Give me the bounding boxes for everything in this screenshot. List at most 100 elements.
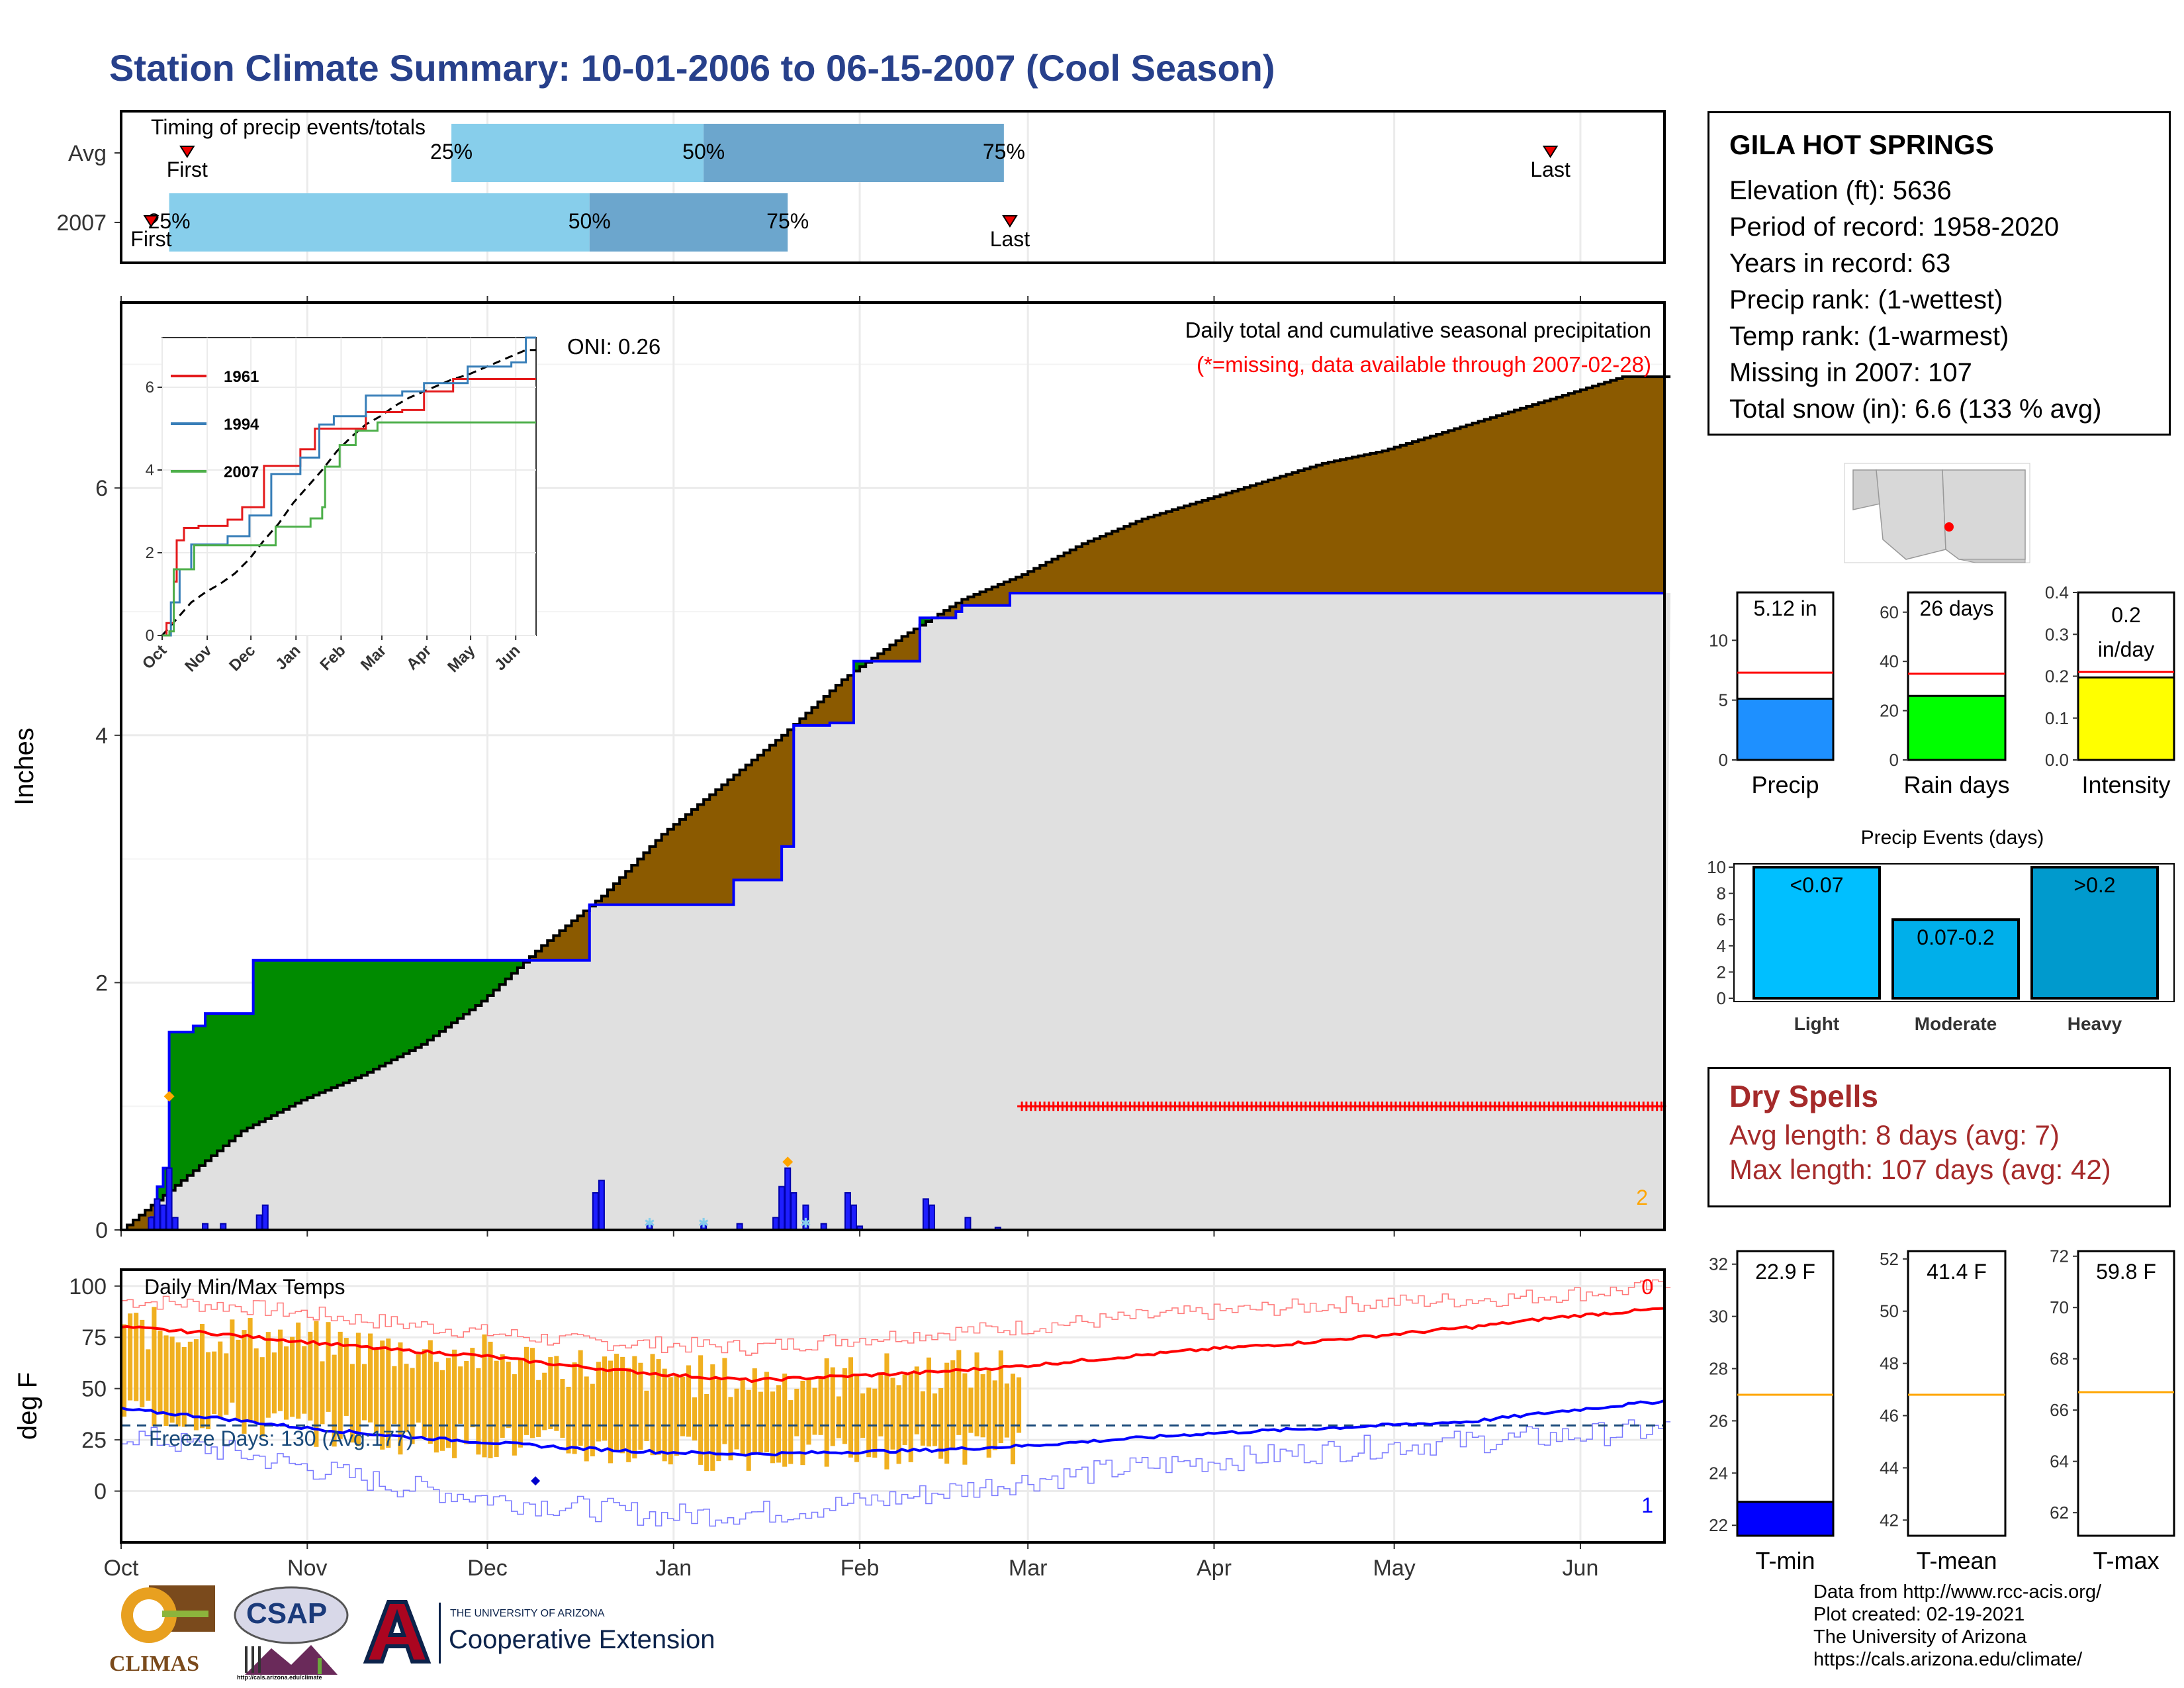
temp-daily-bar [206, 1352, 211, 1430]
precip-missing-note: (*=missing, data available through 2007-… [1197, 352, 1651, 377]
inset-y-tick-label: 6 [146, 379, 154, 397]
temp-daily-bar [920, 1391, 925, 1446]
temp-daily-bar [902, 1374, 907, 1445]
temp-daily-bar [764, 1372, 769, 1452]
temp-daily-bar [1017, 1377, 1022, 1433]
temp-bar-value-label: 59.8 F [2096, 1260, 2156, 1284]
temp-daily-bar [716, 1379, 721, 1462]
temp-daily-bar [140, 1319, 145, 1407]
timing-marker-icon [179, 146, 195, 158]
temp-daily-bar [854, 1374, 860, 1462]
temp-daily-bar [355, 1333, 361, 1446]
timing-bar-50-75 [704, 124, 1004, 182]
mini-bar-y-tick-label: 0.0 [2045, 750, 2069, 770]
temp-daily-bar [482, 1334, 487, 1458]
temp-daily-bar [638, 1362, 643, 1450]
temp-daily-bar [908, 1372, 913, 1462]
temp-daily-bar [302, 1346, 307, 1414]
temp-bar-y-tick-label: 28 [1709, 1359, 1728, 1379]
timing-pct-label: 50% [569, 209, 611, 233]
inset-y-tick-label: 0 [146, 627, 154, 645]
temp-y-tick-label: 50 [81, 1377, 107, 1402]
temp-bar-y-tick-label: 50 [1880, 1301, 1899, 1321]
temp-daily-bar [410, 1368, 415, 1444]
station-location-marker [1944, 522, 1954, 532]
temp-daily-bar [560, 1379, 565, 1438]
events-y-tick-label: 2 [1717, 962, 1726, 982]
precip-daily-bar [165, 1167, 173, 1231]
mini-bar-y-tick-label: 0 [1889, 750, 1899, 770]
temp-daily-bar [794, 1388, 799, 1436]
temp-daily-bar [680, 1376, 685, 1436]
temp-daily-bar [860, 1393, 866, 1438]
temp-bar-value-label: 41.4 F [1927, 1260, 1987, 1284]
temp-bar-y-tick-label: 66 [2050, 1400, 2069, 1420]
temp-daily-bar [181, 1346, 187, 1427]
locator-map [1844, 463, 2030, 563]
temp-daily-bar [554, 1356, 559, 1431]
temp-daily-bar [956, 1350, 962, 1435]
events-bar-label: >0.2 [2073, 873, 2115, 897]
inset-series-line [162, 336, 536, 637]
temp-daily-bar [488, 1341, 493, 1458]
precip-daily-bar [778, 1186, 786, 1231]
temp-bar-y-tick-label: 32 [1709, 1254, 1728, 1274]
temp-daily-bar [404, 1364, 409, 1432]
temp-daily-bar [692, 1397, 698, 1441]
temp-daily-bar [1010, 1374, 1016, 1465]
inset-series-line [162, 378, 536, 637]
credit-line-3: The University of Arizona [1813, 1626, 2027, 1648]
precip-panel-border [120, 301, 1666, 1231]
precip-daily-bar [772, 1217, 780, 1231]
mini-bar-y-tick-label: 0.1 [2045, 708, 2069, 728]
inset-legend-label: 2007 [224, 463, 259, 481]
climas-logo-text: CLIMAS [109, 1652, 200, 1676]
mini-bar-y-tick-label: 0 [1719, 750, 1728, 770]
temp-average-min-line [120, 1399, 1665, 1457]
csap-logo-graphic [234, 1586, 349, 1675]
inset-legend-label: 1961 [224, 368, 259, 386]
temp-x-tick-label: Feb [841, 1556, 880, 1581]
temp-daily-bar [175, 1342, 181, 1427]
temp-min-diamond-icon [531, 1476, 541, 1486]
temp-daily-bar [656, 1359, 661, 1455]
temp-daily-bar [686, 1365, 692, 1437]
events-bar-label: <0.07 [1790, 873, 1844, 897]
temp-daily-bar [218, 1341, 223, 1418]
dry-spells-title: Dry Spells [1729, 1079, 1878, 1113]
precip-caption: Daily total and cumulative seasonal prec… [1185, 318, 1651, 342]
snow-diamond-icon [782, 1156, 794, 1168]
temp-daily-bar [542, 1372, 547, 1430]
events-x-label: Light [1794, 1013, 1839, 1034]
temp-daily-bar [392, 1366, 397, 1425]
temp-daily-bar [608, 1360, 614, 1464]
temp-daily-bar [128, 1313, 133, 1401]
csap-logo-url: http://cals.arizona.edu/climate [237, 1674, 322, 1681]
timing-panel-label: Timing of precip events/totals [151, 115, 426, 139]
mini-bar-value-label: 26 days [1919, 596, 1993, 620]
timing-bar-50-75 [589, 193, 788, 252]
precip-y-axis-label: Inches [10, 727, 39, 806]
temp-daily-bar [224, 1353, 229, 1415]
temp-daily-bar [884, 1353, 889, 1470]
temp-daily-bar [980, 1374, 985, 1438]
temp-x-tick-label: Oct [104, 1556, 139, 1581]
ua-logo-big: Cooperative Extension [449, 1625, 715, 1654]
temp-daily-bar [332, 1354, 337, 1447]
temp-daily-bar [758, 1391, 763, 1453]
csap-logo-text: CSAP [246, 1597, 328, 1630]
temp-bar-x-label: T-mean [1916, 1547, 1997, 1574]
precip-daily-bar [148, 1217, 155, 1231]
precip-average-cumulative-line [121, 375, 1671, 1231]
timing-marker-label: First [130, 227, 171, 251]
station-info-line: Years in record: 63 [1729, 249, 1951, 278]
temp-daily-bar [944, 1362, 950, 1464]
station-info-box: GILA HOT SPRINGS Elevation (ft): 5636 Per… [1707, 111, 2171, 436]
mini-bar-value-label: 5.12 in [1753, 596, 1817, 620]
precip-surplus-area [157, 618, 938, 1201]
temp-daily-bar [199, 1324, 205, 1429]
snowflake-icon: ✱ [698, 1216, 709, 1231]
events-y-tick-label: 0 [1717, 988, 1726, 1008]
credits-block: Data from http://www.rcc-acis.org/ Plot … [1813, 1581, 2101, 1671]
